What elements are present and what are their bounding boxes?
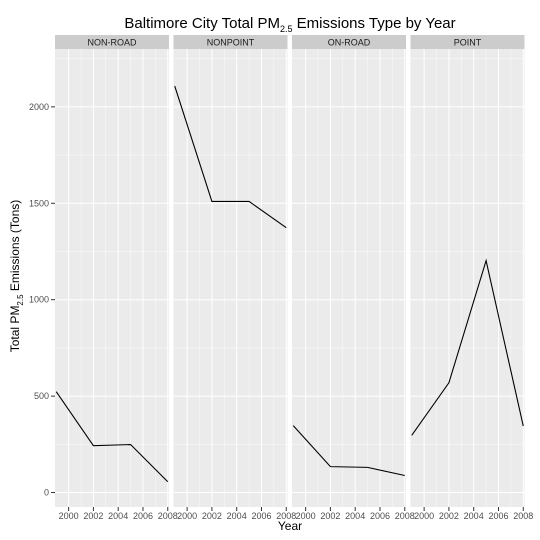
facet-strip-label: NON-ROAD — [88, 38, 137, 48]
chart-title: Baltimore City Total PM2.5 Emissions Typ… — [124, 15, 455, 34]
x-tick-label: 2008 — [158, 511, 178, 521]
y-tick-label: 500 — [34, 391, 49, 401]
series-line-point — [411, 258, 524, 436]
facet-panel-point: POINT 2000 2002 2004 2006 2008 — [410, 35, 533, 521]
facet-panel-nonpoint: NONPOINT 2000 2002 2004 2006 2008 — [173, 35, 296, 521]
x-tick-label: 2000 — [296, 511, 316, 521]
x-axis-title: Year — [278, 519, 302, 533]
x-tick-label: 2006 — [370, 511, 390, 521]
facet-strip-label: ON-ROAD — [328, 38, 371, 48]
series-line-on-road — [292, 425, 405, 477]
facet-strip — [410, 35, 525, 49]
facet-strip-label: NONPOINT — [207, 38, 255, 48]
x-tick-label: 2000 — [59, 511, 79, 521]
x-tick-label: 2002 — [439, 511, 459, 521]
y-tick-label: 2000 — [29, 102, 49, 112]
facet-panels: NON-ROAD 2000 2002 2004 2006 2008 NONPOINT 2000… — [55, 35, 533, 521]
panel-background — [292, 49, 406, 507]
panel-background — [55, 49, 169, 507]
x-tick-label: 2002 — [320, 511, 340, 521]
y-tick-label: 1000 — [29, 295, 49, 305]
facet-strip — [55, 35, 169, 49]
x-tick-label: 2006 — [251, 511, 271, 521]
x-tick-label: 2002 — [202, 511, 222, 521]
x-tick-label: 2002 — [83, 511, 103, 521]
x-tick-label: 2004 — [345, 511, 365, 521]
x-tick-label: 2006 — [488, 511, 508, 521]
x-tick-label: 2004 — [227, 511, 247, 521]
panel-background — [173, 49, 288, 507]
x-tick-label: 2000 — [177, 511, 197, 521]
x-tick-label: 2000 — [414, 511, 434, 521]
facet-strip-label: POINT — [454, 38, 482, 48]
x-tick-label: 2004 — [464, 511, 484, 521]
facet-panel-non-road: NON-ROAD 2000 2002 2004 2006 2008 — [55, 35, 178, 521]
panel-background — [410, 49, 525, 507]
series-line-non-road — [55, 391, 169, 483]
facet-panel-on-road: ON-ROAD 2000 2002 2004 2006 2008 — [292, 35, 415, 521]
x-tick-label: 2008 — [276, 511, 296, 521]
x-tick-label: 2004 — [108, 511, 128, 521]
x-tick-label: 2008 — [513, 511, 533, 521]
y-axis-title: Total PM2.5 Emissions (Tons) — [8, 200, 25, 353]
y-axis: 0 500 1000 1500 2000 — [29, 102, 55, 498]
x-tick-label: 2006 — [133, 511, 153, 521]
facet-strip — [173, 35, 288, 49]
series-line-nonpoint — [174, 85, 287, 229]
facet-strip — [292, 35, 406, 49]
y-tick-label: 0 — [44, 488, 49, 498]
x-tick-label: 2008 — [395, 511, 415, 521]
y-tick-label: 1500 — [29, 198, 49, 208]
